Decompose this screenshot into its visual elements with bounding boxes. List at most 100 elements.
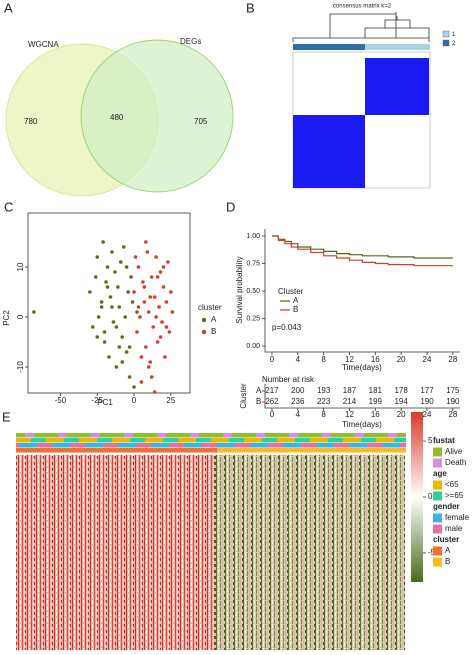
annotation-cell bbox=[91, 448, 94, 453]
annotation-cell bbox=[82, 438, 85, 443]
panel-c: C PC1 PC2 cluster bbox=[2, 199, 222, 407]
annotation-cell bbox=[208, 443, 211, 448]
y-tick-label: -10 bbox=[16, 361, 25, 373]
annotation-cell bbox=[340, 433, 343, 438]
annotation-cell bbox=[100, 438, 103, 443]
annotation-cell bbox=[397, 438, 400, 443]
annotation-cell bbox=[331, 438, 334, 443]
legend-label: <65 bbox=[445, 480, 459, 489]
annotation-cell bbox=[259, 448, 262, 453]
panel-label: D bbox=[226, 199, 235, 214]
point bbox=[163, 355, 167, 359]
annotation-cell bbox=[205, 443, 208, 448]
annotation-cell bbox=[64, 433, 67, 438]
scale-tick-label: 0 bbox=[428, 492, 433, 501]
annotation-cell bbox=[190, 448, 193, 453]
annotation-cell bbox=[364, 433, 367, 438]
annotation-cell bbox=[145, 438, 148, 443]
annotation-cell bbox=[142, 448, 145, 453]
cluster-bar bbox=[293, 44, 365, 50]
annotation-cell bbox=[271, 438, 274, 443]
annotation-cell bbox=[43, 433, 46, 438]
axis bbox=[264, 384, 460, 409]
annotation-cell bbox=[355, 443, 358, 448]
annotation-cell bbox=[373, 443, 376, 448]
annotation-cell bbox=[67, 448, 70, 453]
annotation-cell bbox=[400, 443, 403, 448]
annotation-cell bbox=[154, 448, 157, 453]
annotation-cell bbox=[289, 438, 292, 443]
annotation-cell bbox=[181, 448, 184, 453]
risk-x-tick-label: 28 bbox=[448, 410, 457, 419]
point bbox=[120, 360, 125, 364]
annotation-cell bbox=[49, 448, 52, 453]
annotation-cell bbox=[334, 448, 337, 453]
annotation-cell bbox=[139, 438, 142, 443]
annotation-cell bbox=[325, 448, 328, 453]
annotation-cell bbox=[169, 443, 172, 448]
annotation-cell bbox=[337, 443, 340, 448]
annotation-cell bbox=[70, 448, 73, 453]
annotation-cell bbox=[244, 438, 247, 443]
annotation-cell bbox=[100, 433, 103, 438]
annotation-cell bbox=[286, 443, 289, 448]
annotation-cell bbox=[232, 433, 235, 438]
annotation-cell bbox=[367, 438, 370, 443]
annotation-cell bbox=[124, 438, 127, 443]
annotation-cell bbox=[31, 448, 34, 453]
p-value: p=0.043 bbox=[272, 323, 302, 332]
annotation-cell bbox=[337, 438, 340, 443]
annotation-cell bbox=[169, 448, 172, 453]
annotation-cell bbox=[139, 433, 142, 438]
annotation-cell bbox=[352, 438, 355, 443]
annotation-cell bbox=[349, 443, 352, 448]
annotation-cell bbox=[253, 433, 256, 438]
annotation-cell bbox=[106, 448, 109, 453]
y-tick-label: 0.75 bbox=[246, 260, 260, 267]
annotation-cell bbox=[244, 433, 247, 438]
point bbox=[91, 325, 95, 329]
annotation-cell bbox=[70, 443, 73, 448]
annotation-cell bbox=[31, 438, 34, 443]
annotation-cell bbox=[34, 438, 37, 443]
point bbox=[146, 365, 151, 369]
risk-x-tick-label: 12 bbox=[345, 410, 354, 419]
annotation-cell bbox=[229, 448, 232, 453]
legend-swatch bbox=[433, 491, 442, 501]
annotation-cell bbox=[328, 438, 331, 443]
annotation-cell bbox=[148, 443, 151, 448]
point bbox=[167, 330, 172, 334]
annotation-cell bbox=[85, 448, 88, 453]
annotation-cell bbox=[19, 443, 22, 448]
annotation-cell bbox=[250, 438, 253, 443]
annotation-cell bbox=[367, 443, 370, 448]
annotation-cell bbox=[403, 443, 406, 448]
point bbox=[148, 295, 153, 299]
annotation-cell bbox=[190, 443, 193, 448]
annotation-cell bbox=[259, 433, 262, 438]
risk-count: 187 bbox=[343, 386, 357, 395]
annotation-cell bbox=[160, 438, 163, 443]
point bbox=[110, 250, 114, 254]
annotation-cell bbox=[295, 443, 298, 448]
annotation-cell bbox=[391, 438, 394, 443]
annotation-cell bbox=[211, 448, 214, 453]
annotation-cell bbox=[235, 433, 238, 438]
annotation-cell bbox=[229, 443, 232, 448]
panel-e: E bbox=[2, 409, 405, 650]
annotation-cell bbox=[202, 433, 205, 438]
point bbox=[160, 320, 164, 324]
risk-row-label: A bbox=[256, 386, 262, 395]
annotation-cell bbox=[37, 443, 40, 448]
risk-count: 193 bbox=[317, 386, 331, 395]
annotation-cell bbox=[133, 433, 136, 438]
venn-circle bbox=[80, 39, 234, 193]
annotation-cell bbox=[388, 433, 391, 438]
point bbox=[95, 255, 100, 259]
annotation-cell bbox=[184, 443, 187, 448]
point bbox=[138, 315, 142, 319]
annotation-cell bbox=[292, 448, 295, 453]
risk-count: 217 bbox=[265, 386, 279, 395]
annotation-cell bbox=[172, 443, 175, 448]
risk-count: 199 bbox=[369, 397, 383, 406]
